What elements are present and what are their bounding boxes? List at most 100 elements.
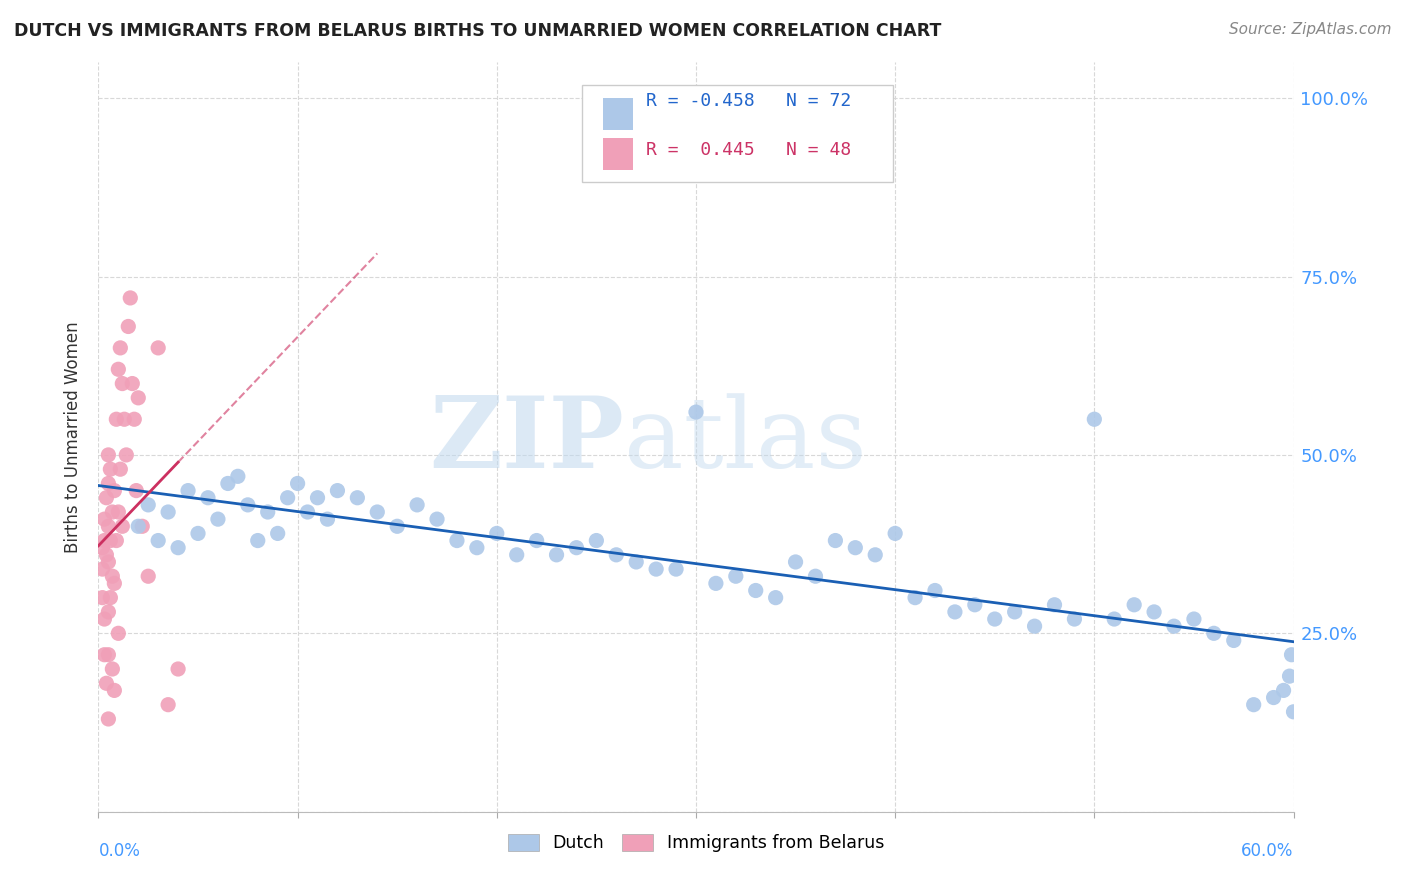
Point [98,591,122,605]
Point [97,605,120,619]
Point [148,533,170,548]
Point [131,519,153,533]
Point [366,505,388,519]
Point [236,498,259,512]
Point [1083,412,1105,426]
Point [97,519,120,533]
Point [115,448,138,462]
Point [110,341,132,355]
Point [157,505,180,519]
Point [546,548,568,562]
Point [865,548,887,562]
Point [1272,683,1295,698]
Point [406,498,429,512]
Point [385,519,409,533]
Point [98,462,122,476]
Point [526,533,548,548]
Point [724,569,747,583]
Point [103,576,125,591]
Point [485,526,508,541]
Point [844,541,866,555]
Text: 60.0%: 60.0% [1241,842,1294,860]
Point [167,662,190,676]
Text: Source: ZipAtlas.com: Source: ZipAtlas.com [1229,22,1392,37]
FancyBboxPatch shape [582,85,893,182]
Point [107,626,129,640]
Point [1278,669,1301,683]
Point [91,562,114,576]
Point [136,569,159,583]
Point [1281,648,1303,662]
Point [1182,612,1205,626]
Text: DUTCH VS IMMIGRANTS FROM BELARUS BIRTHS TO UNMARRIED WOMEN CORRELATION CHART: DUTCH VS IMMIGRANTS FROM BELARUS BIRTHS … [14,22,942,40]
Point [924,583,946,598]
Point [984,612,1007,626]
Point [93,533,115,548]
Point [93,512,115,526]
Y-axis label: Births to Unmarried Women: Births to Unmarried Women [65,321,83,553]
Point [98,533,122,548]
Point [665,562,688,576]
Point [157,698,180,712]
Text: R = -0.458: R = -0.458 [645,93,755,111]
Point [167,541,190,555]
Point [217,476,239,491]
Legend: Dutch, Immigrants from Belarus: Dutch, Immigrants from Belarus [501,827,891,859]
Point [297,505,319,519]
Text: 0.0%: 0.0% [98,842,141,860]
Point [107,362,129,376]
Point [645,562,668,576]
Point [101,662,124,676]
Point [267,526,290,541]
Point [256,505,278,519]
Point [963,598,986,612]
Point [1043,598,1066,612]
Point [96,491,118,505]
Point [1202,626,1225,640]
Point [97,648,120,662]
Point [101,569,124,583]
Point [246,533,269,548]
Point [277,491,299,505]
Point [121,376,143,391]
Point [1104,612,1126,626]
FancyBboxPatch shape [603,138,633,169]
Point [91,591,114,605]
Point [824,533,846,548]
Point [605,548,627,562]
Point [1263,690,1285,705]
Point [103,683,125,698]
Text: R =  0.445: R = 0.445 [645,141,755,159]
Point [884,526,907,541]
Point [107,505,129,519]
Point [307,491,329,505]
Point [685,405,707,419]
Text: N = 72: N = 72 [786,93,851,111]
Point [1004,605,1026,619]
Point [187,526,209,541]
Point [785,555,807,569]
Point [110,462,132,476]
Point [91,541,114,555]
Point [446,533,468,548]
Text: ZIP: ZIP [429,392,624,490]
Point [93,648,115,662]
Point [1282,705,1305,719]
Point [103,483,125,498]
Point [745,583,768,598]
Point [97,712,120,726]
Point [124,412,146,426]
Point [326,483,349,498]
Point [426,512,449,526]
Point [585,533,607,548]
Point [1223,633,1246,648]
Point [197,491,219,505]
Point [1024,619,1046,633]
Point [112,412,135,426]
FancyBboxPatch shape [603,98,633,130]
Point [465,541,488,555]
Point [1143,605,1166,619]
Text: N = 48: N = 48 [786,141,851,159]
Point [565,541,588,555]
Point [904,591,927,605]
